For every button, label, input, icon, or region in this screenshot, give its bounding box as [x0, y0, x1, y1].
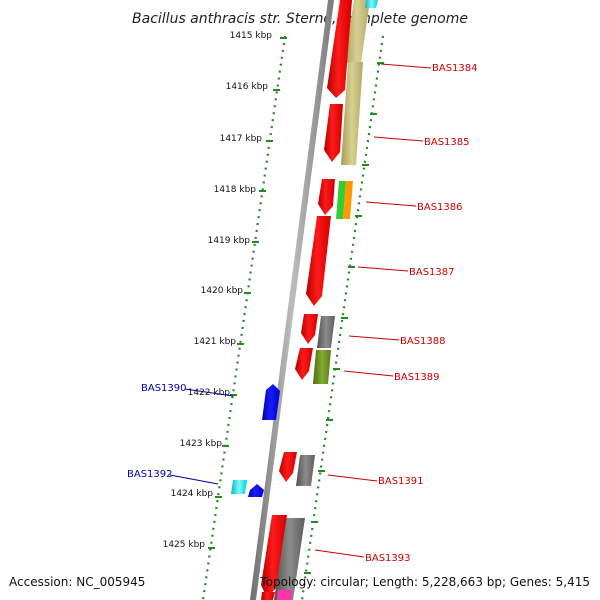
cog-block-orange	[343, 181, 353, 219]
leader-bas1388	[348, 335, 400, 341]
cds-arrow-bas1388	[301, 314, 318, 344]
forward-cds-track	[261, 0, 352, 600]
tick-label: 1420 kbp	[201, 286, 244, 296]
gene-label-bas1389[interactable]: BAS1389	[394, 372, 440, 383]
gene-label-bas1384[interactable]: BAS1384	[432, 63, 478, 74]
tick-label: 1424 kbp	[171, 489, 214, 499]
gene-label-bas1393[interactable]: BAS1393	[365, 553, 411, 564]
cog-block-gray	[274, 518, 305, 600]
tick-marks	[208, 37, 384, 574]
cds-arrow-bas1392	[248, 484, 264, 497]
cds-arrow-bas1391	[279, 452, 297, 482]
leader-bas1392	[169, 474, 219, 485]
cog-block-magenta	[277, 590, 292, 600]
tick-label: 1423 kbp	[180, 439, 223, 449]
leader-bas1391	[327, 474, 378, 482]
gene-label-bas1388[interactable]: BAS1388	[400, 336, 446, 347]
tick-labels: 1415 kbp 1416 kbp 1417 kbp 1418 kbp 1419…	[163, 31, 273, 550]
cds-arrow-bas1387	[306, 216, 331, 306]
gene-label-bas1387[interactable]: BAS1387	[409, 267, 455, 278]
accession-text: Accession: NC_005945	[9, 575, 146, 589]
topology-text: Topology: circular; Length: 5,228,663 bp…	[260, 575, 590, 589]
cds-arrow-bas1390	[262, 384, 280, 420]
leader-bas1387	[357, 266, 409, 272]
tick-label: 1421 kbp	[194, 337, 237, 347]
cds-arrow-bas1385	[324, 104, 343, 162]
tick-label: 1425 kbp	[163, 540, 206, 550]
cog-block-green	[336, 181, 346, 219]
tick-label: 1417 kbp	[220, 134, 263, 144]
cog-block-gray	[296, 455, 315, 486]
leader-bas1385	[373, 136, 424, 142]
label-leaders	[169, 63, 432, 558]
gene-label-bas1390[interactable]: BAS1390	[141, 383, 187, 394]
cog-block-tan	[341, 62, 363, 165]
gene-label-bas1392[interactable]: BAS1392	[127, 469, 173, 480]
cds-arrow-bas1393	[261, 515, 287, 598]
genome-backbone	[250, 0, 334, 600]
leader-bas1389	[343, 370, 394, 377]
cog-block-olive	[313, 350, 331, 384]
leader-bas1386	[365, 201, 417, 207]
cds-arrow-bas1389	[295, 348, 313, 380]
gene-block-cyan	[231, 480, 247, 494]
cds-arrow-bas1384	[327, 0, 352, 98]
tick-label: 1415 kbp	[230, 31, 273, 41]
leader-bas1393	[314, 549, 365, 558]
map-title: Bacillus anthracis str. Sterne, complete…	[132, 11, 468, 27]
leader-bas1390	[184, 388, 234, 397]
tick-label: 1422 kbp	[188, 388, 231, 398]
gene-label-bas1385[interactable]: BAS1385	[424, 137, 470, 148]
cds-arrow-bas1386	[318, 179, 335, 215]
leader-bas1384	[380, 63, 432, 69]
cog-track	[274, 0, 378, 600]
cog-block-tan	[344, 0, 370, 63]
cog-block-cyan	[365, 0, 378, 8]
cog-block-gray	[317, 316, 335, 348]
gene-labels: BAS1384 BAS1385 BAS1386 BAS1387 BAS1388 …	[127, 63, 478, 564]
tick-label: 1418 kbp	[214, 185, 257, 195]
reverse-cds-track	[231, 384, 280, 497]
gene-label-bas1391[interactable]: BAS1391	[378, 476, 424, 487]
tick-label: 1416 kbp	[226, 82, 269, 92]
gene-label-bas1386[interactable]: BAS1386	[417, 202, 463, 213]
tick-label: 1419 kbp	[208, 236, 251, 246]
cds-arrow-partial	[261, 592, 275, 600]
